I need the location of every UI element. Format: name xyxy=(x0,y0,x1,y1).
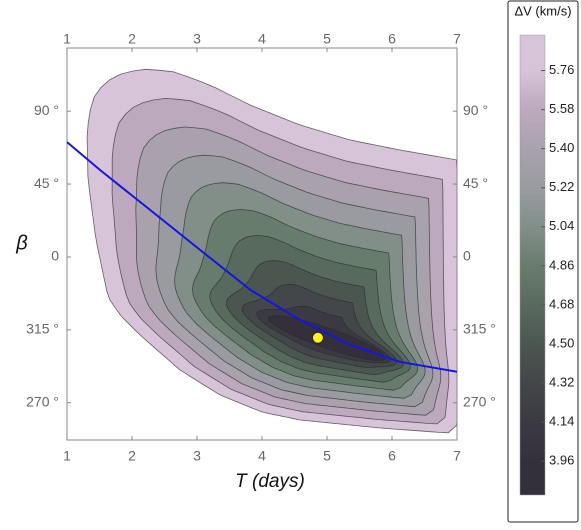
colorbar-tick-label: 5.76 xyxy=(549,62,574,77)
x-tick-label-top: 4 xyxy=(258,31,266,47)
colorbar-tick-label: 3.96 xyxy=(549,453,574,468)
colorbar-tick-label: 5.58 xyxy=(549,101,574,116)
x-tick-label-top: 1 xyxy=(63,31,71,47)
y-tick-label-right: 315 ° xyxy=(463,321,496,337)
y-tick-label: 45 ° xyxy=(34,175,59,191)
x-tick-label-top: 6 xyxy=(388,31,396,47)
x-tick-label-top: 5 xyxy=(323,31,331,47)
colorbar-tick-label: 4.50 xyxy=(549,335,574,350)
x-tick-label-top: 2 xyxy=(128,31,136,47)
y-tick-label: 90 ° xyxy=(34,102,59,118)
colorbar-tick-label: 4.14 xyxy=(549,414,574,429)
y-tick-label-right: 45 ° xyxy=(463,175,488,191)
optimum-point xyxy=(311,331,324,344)
y-tick-label-right: 90 ° xyxy=(463,102,488,118)
x-tick-label: 4 xyxy=(258,448,266,464)
trajectory-line xyxy=(67,141,457,373)
x-tick-label: 2 xyxy=(128,448,136,464)
x-tick-label: 3 xyxy=(193,448,201,464)
y-tick-label-right: 0 xyxy=(463,248,471,264)
contour-bands xyxy=(86,68,457,434)
colorbar-tick-label: 4.68 xyxy=(549,296,574,311)
y-axis-label: β xyxy=(15,232,27,254)
colorbar-tick-label: 4.32 xyxy=(549,374,574,389)
colorbar-label: ΔV (km/s) xyxy=(514,3,571,18)
x-tick-label: 5 xyxy=(323,448,331,464)
y-tick-label: 270 ° xyxy=(26,393,59,409)
y-tick-label: 315 ° xyxy=(26,321,59,337)
x-tick-label-top: 3 xyxy=(193,31,201,47)
colorbar xyxy=(519,34,546,496)
x-tick-label: 7 xyxy=(453,448,461,464)
colorbar-tick-label: 5.22 xyxy=(549,179,574,194)
contour-band xyxy=(268,315,386,361)
x-tick-label-top: 7 xyxy=(453,31,461,47)
x-tick-label: 1 xyxy=(63,448,71,464)
colorbar-tick-label: 5.04 xyxy=(549,218,574,233)
colorbar-tick-label: 4.86 xyxy=(549,257,574,272)
x-axis-label: T (days) xyxy=(235,471,305,492)
y-tick-label: 0 xyxy=(51,248,59,264)
x-tick-label: 6 xyxy=(388,448,396,464)
colorbar-tick-label: 5.40 xyxy=(549,140,574,155)
y-tick-label-right: 270 ° xyxy=(463,393,496,409)
